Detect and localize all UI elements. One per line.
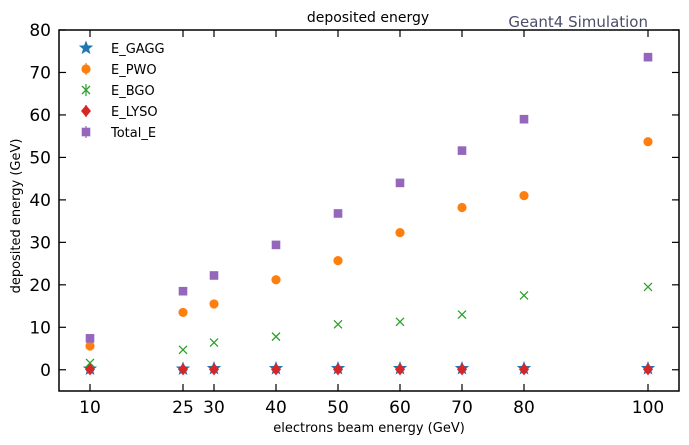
x-tick-label: 30 xyxy=(203,398,225,418)
legend-label: E_BGO xyxy=(111,84,155,99)
legend-marker xyxy=(78,40,94,55)
data-point xyxy=(643,363,653,376)
x-tick-label: 100 xyxy=(632,398,664,418)
data-point xyxy=(519,191,529,201)
y-tick-labels: 0 10 20 30 40 50 60 70 80 xyxy=(29,21,51,381)
legend-label: E_LYSO xyxy=(111,105,158,120)
data-point xyxy=(395,317,405,327)
simulation-annotation: Geant4 Simulation xyxy=(508,13,648,31)
data-point xyxy=(457,363,467,376)
x-tick-label: 10 xyxy=(79,398,101,418)
legend-marker xyxy=(81,105,91,117)
data-point xyxy=(178,286,188,296)
legend-label: E_PWO xyxy=(111,63,157,78)
legend-label: Total_E xyxy=(110,126,156,141)
data-point xyxy=(178,307,188,318)
x-tick-label: 80 xyxy=(513,398,535,418)
y-tick-label: 60 xyxy=(29,106,51,126)
data-point xyxy=(209,271,219,280)
data-point xyxy=(271,275,281,285)
data-point xyxy=(271,332,281,342)
data-point xyxy=(395,178,405,188)
series-e-bgo xyxy=(85,282,653,368)
data-point xyxy=(85,341,95,351)
x-tick-label: 40 xyxy=(265,398,287,418)
y-tick-label: 50 xyxy=(29,148,51,168)
y-tick-label: 40 xyxy=(29,191,51,211)
axis-ticks xyxy=(59,29,679,391)
x-axis-label: electrons beam energy (GeV) xyxy=(273,421,465,436)
x-tick-labels: 10 25 30 40 50 60 70 80 100 xyxy=(79,398,664,418)
series-e-pwo xyxy=(85,137,653,351)
data-point xyxy=(643,137,653,147)
data-point xyxy=(395,363,405,376)
data-point xyxy=(209,363,219,376)
data-point xyxy=(395,227,405,238)
data-point xyxy=(643,52,653,62)
y-tick-label: 70 xyxy=(29,63,51,83)
data-point xyxy=(519,290,529,300)
x-tick-label: 25 xyxy=(172,398,194,418)
legend-marker xyxy=(81,127,91,137)
legend-item: E_PWO xyxy=(81,63,157,78)
plot-frame xyxy=(58,29,680,392)
data-points xyxy=(82,52,656,376)
data-point xyxy=(333,319,343,329)
y-tick-label: 30 xyxy=(29,233,51,253)
data-point xyxy=(519,114,529,124)
legend-item: E_LYSO xyxy=(81,105,158,120)
data-point xyxy=(178,363,188,376)
data-point xyxy=(457,202,467,213)
y-axis-label: deposited energy (GeV) xyxy=(9,139,24,294)
x-tick-label: 70 xyxy=(451,398,473,418)
data-point xyxy=(333,363,343,376)
plot-area xyxy=(58,29,680,392)
legend-item: E_BGO xyxy=(81,84,155,99)
legend: E_GAGG E_PWO E_BGO E_LYSO Total_E xyxy=(78,40,165,141)
x-tick-label: 60 xyxy=(389,398,411,418)
data-point xyxy=(85,334,95,343)
y-tick-label: 20 xyxy=(29,276,51,296)
data-point xyxy=(271,240,281,250)
data-point xyxy=(333,209,343,218)
series-e-lyso xyxy=(85,363,653,376)
data-point xyxy=(457,146,467,155)
data-point xyxy=(85,363,95,376)
data-point xyxy=(643,282,653,292)
y-tick-label: 10 xyxy=(29,318,51,338)
data-point xyxy=(178,345,188,355)
data-point xyxy=(209,338,219,348)
chart-title: deposited energy xyxy=(307,10,429,26)
legend-item: Total_E xyxy=(81,126,156,141)
y-tick-label: 80 xyxy=(29,21,51,41)
data-point xyxy=(85,358,95,368)
x-tick-label: 50 xyxy=(327,398,349,418)
legend-label: E_GAGG xyxy=(111,42,165,57)
series-total-e xyxy=(85,52,653,343)
data-point xyxy=(457,310,467,320)
data-point xyxy=(271,363,281,376)
data-point xyxy=(333,256,343,266)
legend-marker xyxy=(81,64,91,74)
legend-marker xyxy=(81,85,91,95)
data-point xyxy=(519,363,529,376)
data-point xyxy=(209,299,219,309)
y-tick-label: 0 xyxy=(40,361,51,381)
legend-item: E_GAGG xyxy=(78,40,165,57)
